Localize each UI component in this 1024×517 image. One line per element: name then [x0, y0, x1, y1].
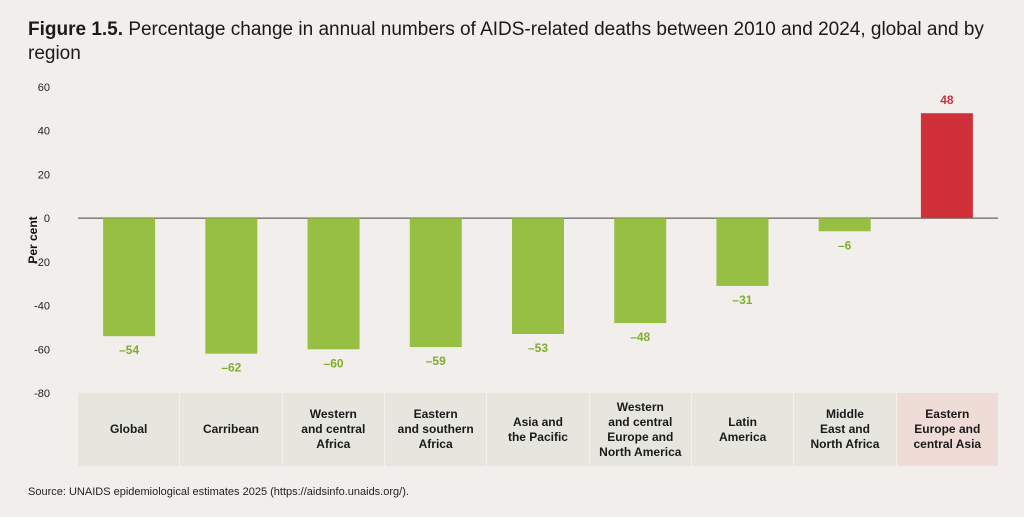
category-label: Western and central Europe and North Ame…: [589, 393, 692, 466]
bar-value-label: –59: [426, 354, 446, 368]
category-label: Western and central Africa: [282, 393, 385, 466]
bar-value-label: –31: [732, 293, 752, 307]
bar: [716, 218, 769, 286]
figure-label: Figure 1.5.: [28, 19, 124, 40]
category-label: Carribean: [180, 393, 283, 466]
category-label: Asia and the Pacific: [487, 393, 590, 466]
bar-value-label: –48: [630, 330, 650, 344]
bar-value-label: 48: [940, 93, 954, 107]
bar-value-label: –6: [838, 238, 852, 252]
y-tick-label: 40: [38, 126, 50, 138]
bar: [614, 218, 667, 324]
source-note: Source: UNAIDS epidemiological estimates…: [28, 486, 409, 498]
bar: [307, 218, 360, 350]
y-tick-label: 20: [38, 169, 50, 181]
category-label: Eastern Europe and central Asia: [896, 393, 998, 466]
y-axis-label: Per cent: [26, 216, 40, 263]
y-tick-label: 0: [44, 213, 50, 225]
category-label: Latin America: [691, 393, 795, 466]
bar: [103, 218, 156, 337]
bar: [512, 218, 564, 334]
bar-value-label: –62: [221, 361, 241, 375]
bar: [409, 218, 462, 348]
category-label: Middle East and North Africa: [794, 393, 897, 466]
bar-value-label: –53: [528, 341, 548, 355]
y-tick-label: -60: [34, 344, 50, 356]
figure-title-text: Percentage change in annual numbers of A…: [28, 19, 984, 64]
bar: [920, 113, 973, 219]
chart-title: Figure 1.5. Percentage change in annual …: [28, 18, 988, 66]
y-tick-label: -80: [34, 388, 50, 400]
bar-chart: 60 40 20 0 -20 -40 -60 -80 Per cent –54 –62 –60 –59 –…: [26, 82, 998, 400]
bar: [818, 218, 871, 232]
bar-value-label: –54: [119, 343, 139, 357]
category-label: Global: [78, 393, 181, 466]
y-tick-label: 60: [38, 82, 50, 94]
bar: [205, 218, 258, 354]
y-tick-label: -40: [34, 301, 50, 313]
category-label: Eastern and southern Africa: [384, 393, 488, 466]
y-tick-label: -20: [34, 257, 50, 269]
bar-value-label: –60: [324, 356, 344, 370]
category-axis: Global Carribean Western and central Afric…: [78, 393, 998, 466]
